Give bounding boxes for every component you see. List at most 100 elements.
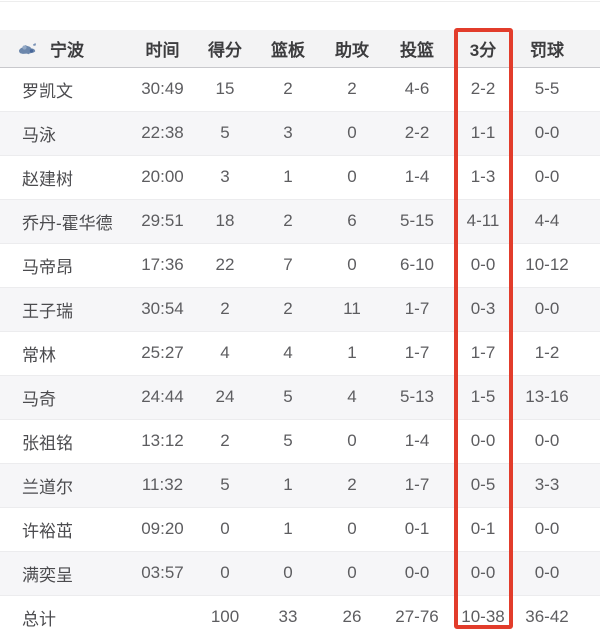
three-points-cell: 1-1 xyxy=(451,110,515,155)
field-goals-cell: 6-10 xyxy=(383,242,451,287)
points-cell: 5 xyxy=(195,462,255,507)
field-goals-cell: 5-13 xyxy=(383,374,451,419)
field-goals-cell: 2-2 xyxy=(383,110,451,155)
table-row: 兰道尔 11:32 5 1 2 1-7 0-5 3-3 xyxy=(0,462,600,507)
field-goals-cell: 0-1 xyxy=(383,506,451,551)
table-row: 许裕茁 09:20 0 1 0 0-1 0-1 0-0 xyxy=(0,506,600,551)
rebounds-cell: 5 xyxy=(255,418,321,463)
time-cell: 03:57 xyxy=(130,550,195,595)
rebounds-cell: 4 xyxy=(255,330,321,375)
stats-table-body: 罗凯文 30:49 15 2 2 4-6 2-2 5-5 马泳 22:38 5 … xyxy=(0,67,600,635)
time-cell: 17:36 xyxy=(130,242,195,287)
player-name-cell: 马帝昂 xyxy=(0,242,130,287)
three-points-cell: 0-5 xyxy=(451,462,515,507)
free-throws-cell: 4-4 xyxy=(515,198,579,243)
time-cell: 30:54 xyxy=(130,286,195,331)
steals-cell xyxy=(579,374,600,419)
field-goals-cell: 1-7 xyxy=(383,462,451,507)
table-row: 王子瑞 30:54 2 2 11 1-7 0-3 0-0 xyxy=(0,286,600,331)
free-throws-cell: 0-0 xyxy=(515,110,579,155)
free-throws-cell: 1-2 xyxy=(515,330,579,375)
header-free-throws: 罚球 xyxy=(515,30,579,68)
rebounds-cell: 5 xyxy=(255,374,321,419)
player-name-cell: 兰道尔 xyxy=(0,462,130,507)
points-cell: 100 xyxy=(195,594,255,635)
three-points-cell: 1-5 xyxy=(451,374,515,419)
team-header-cell: 宁波 xyxy=(0,30,130,68)
steals-cell xyxy=(579,286,600,331)
rebounds-cell: 2 xyxy=(255,286,321,331)
points-cell: 15 xyxy=(215,79,235,98)
three-points-cell: 0-1 xyxy=(451,506,515,551)
free-throws-cell: 0-0 xyxy=(515,286,579,331)
points-cell: 2 xyxy=(195,418,255,463)
points-cell: 22 xyxy=(195,242,255,287)
free-throws-cell: 36-42 xyxy=(515,594,579,635)
steals-cell xyxy=(579,330,600,375)
steals-cell xyxy=(579,418,600,463)
steals-cell xyxy=(579,506,600,551)
points-cell: 18 xyxy=(195,198,255,243)
steals-cell xyxy=(579,550,600,595)
rebounds-cell: 0 xyxy=(255,550,321,595)
time-cell: 25:27 xyxy=(130,330,195,375)
points-cell: 24 xyxy=(195,374,255,419)
free-throws-cell: 10-12 xyxy=(515,242,579,287)
field-goals-cell: 0-0 xyxy=(383,550,451,595)
rebounds-cell: 2 xyxy=(283,79,293,98)
header-time: 时间 xyxy=(130,30,195,68)
steals-cell xyxy=(579,67,600,111)
field-goals-cell: 4-6 xyxy=(404,79,430,98)
points-cell: 2 xyxy=(195,286,255,331)
rebounds-cell: 2 xyxy=(255,198,321,243)
field-goals-cell: 1-4 xyxy=(383,418,451,463)
steals-cell xyxy=(579,594,600,635)
three-points-cell: 1-7 xyxy=(451,330,515,375)
free-throws-cell: 0-0 xyxy=(515,154,579,199)
free-throws-cell: 0-0 xyxy=(515,506,579,551)
player-name-cell: 赵建树 xyxy=(0,154,130,199)
assists-cell: 6 xyxy=(321,198,383,243)
points-cell: 0 xyxy=(195,506,255,551)
free-throws-cell: 13-16 xyxy=(515,374,579,419)
top-divider xyxy=(0,1,600,2)
time-cell xyxy=(130,594,195,635)
table-row: 赵建树 20:00 3 1 0 1-4 1-3 0-0 xyxy=(0,154,600,199)
time-cell: 24:44 xyxy=(130,374,195,419)
time-cell: 13:12 xyxy=(130,418,195,463)
three-points-cell: 4-11 xyxy=(451,198,515,243)
three-points-cell: 1-3 xyxy=(451,154,515,199)
table-row: 马奇 24:44 24 5 4 5-13 1-5 13-16 xyxy=(0,374,600,419)
rebounds-cell: 1 xyxy=(255,506,321,551)
table-row: 常林 25:27 4 4 1 1-7 1-7 1-2 xyxy=(0,330,600,375)
header-points: 得分 xyxy=(195,30,255,68)
player-name-cell: 马泳 xyxy=(0,110,130,155)
rebounds-cell: 7 xyxy=(255,242,321,287)
assists-cell: 1 xyxy=(321,330,383,375)
assists-cell: 0 xyxy=(321,242,383,287)
assists-cell: 0 xyxy=(321,154,383,199)
rebounds-cell: 3 xyxy=(255,110,321,155)
assists-cell: 4 xyxy=(321,374,383,419)
assists-cell: 0 xyxy=(321,418,383,463)
field-goals-cell: 5-15 xyxy=(383,198,451,243)
player-name-cell: 乔丹-霍华德 xyxy=(0,198,130,243)
free-throws-cell: 0-0 xyxy=(515,550,579,595)
table-row: 张祖铭 13:12 2 5 0 1-4 0-0 0-0 xyxy=(0,418,600,463)
free-throws-cell: 3-3 xyxy=(515,462,579,507)
assists-cell: 11 xyxy=(321,286,383,331)
time-cell: 20:00 xyxy=(130,154,195,199)
time-cell: 09:20 xyxy=(130,506,195,551)
three-points-cell: 2-2 xyxy=(470,79,496,98)
rebounds-cell: 1 xyxy=(255,154,321,199)
table-row: 乔丹-霍华德 29:51 18 2 6 5-15 4-11 4-4 xyxy=(0,198,600,243)
points-cell: 5 xyxy=(195,110,255,155)
team-stats-table-wrap: 宁波 时间 得分 篮板 助攻 投篮 3分 罚球 抢断 罗凯文 30:49 15 … xyxy=(0,30,600,635)
team-logo-icon xyxy=(16,38,41,58)
header-three-points: 3分 xyxy=(451,30,515,68)
field-goals-cell: 1-4 xyxy=(383,154,451,199)
table-row: 马泳 22:38 5 3 0 2-2 1-1 0-0 xyxy=(0,110,600,155)
header-rebounds: 篮板 xyxy=(255,30,321,68)
table-row: 马帝昂 17:36 22 7 0 6-10 0-0 10-12 xyxy=(0,242,600,287)
